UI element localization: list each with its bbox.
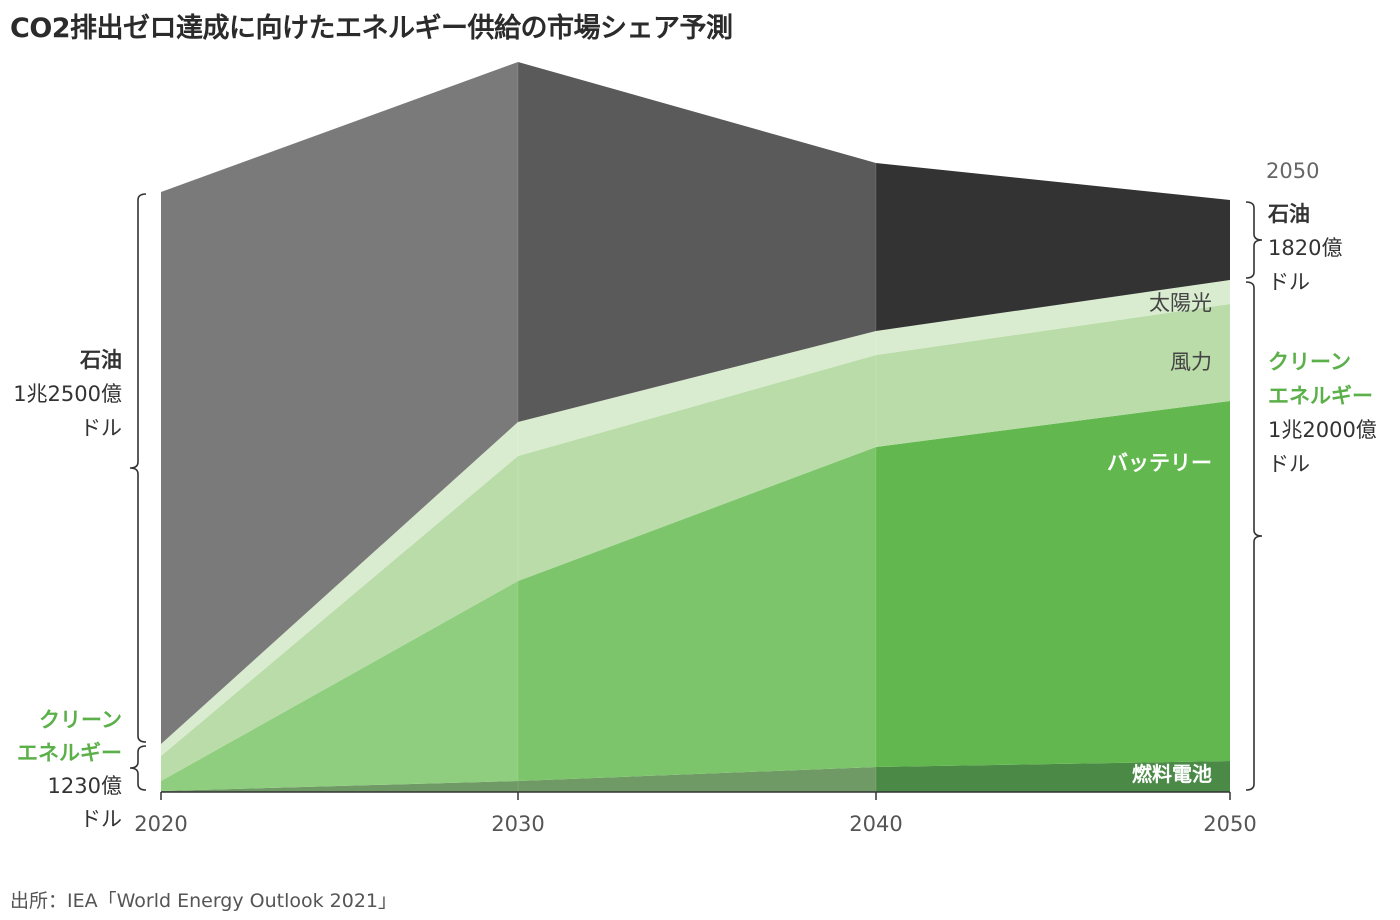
start-clean-unit: ドル (80, 807, 122, 831)
bracket-start-oil (129, 193, 147, 743)
series-label-fuel-cell: 燃料電池 (1132, 762, 1212, 786)
start-oil-value: 1兆2500億 (13, 382, 122, 406)
area-battery-2020-2030 (161, 581, 518, 791)
area-wind-2020-2030 (161, 456, 518, 781)
bracket-end-clean (1245, 281, 1263, 791)
end-clean-name: クリーン エネルギー (1268, 350, 1373, 408)
area-solar-2030-2040 (518, 331, 876, 456)
x-tick-label: 2030 (491, 812, 544, 836)
series-label-wind: 風力 (1170, 350, 1212, 374)
area-solar-2020-2030 (161, 422, 518, 756)
source-note: 出所：IEA「World Energy Outlook 2021」 (10, 890, 398, 912)
area-wind-2030-2040 (518, 355, 876, 581)
start-oil-unit: ドル (80, 416, 122, 440)
bracket-start-clean (129, 745, 147, 791)
end-clean-unit: ドル (1268, 452, 1310, 476)
area-fuel-cell-2030-2040 (518, 767, 876, 792)
start-oil-label: 石油 1兆2500億 ドル (13, 343, 122, 445)
end-oil-name: 石油 (1268, 202, 1310, 226)
end-year-label: 2050 (1266, 159, 1320, 183)
area-battery-2040-2050 (876, 401, 1230, 767)
area-oil-2020-2030 (161, 62, 518, 744)
start-clean-value: 1230億 (47, 774, 122, 798)
chart-title: CO2排出ゼロ達成に向けたエネルギー供給の市場シェア予測 (10, 13, 733, 44)
area-wind-2040-2050 (876, 304, 1230, 447)
area-fuel-cell-2020-2030 (161, 781, 518, 792)
series-label-battery: バッテリー (1107, 451, 1212, 475)
start-clean-label: クリーン エネルギー 1230億 ドル (17, 704, 122, 836)
end-clean-value: 1兆2000億 (1268, 418, 1377, 442)
x-axis: 2020 2030 2040 2050 (134, 791, 1257, 836)
area-fuel-cell-2040-2050 (876, 761, 1230, 792)
bracket-end-oil (1245, 201, 1263, 279)
end-oil-value: 1820億 (1268, 236, 1343, 260)
x-tick-label: 2050 (1203, 812, 1256, 836)
area-solar-2040-2050 (876, 280, 1230, 355)
start-clean-name: クリーン エネルギー (17, 708, 122, 765)
area-battery-2030-2040 (518, 447, 876, 781)
start-oil-name: 石油 (80, 348, 122, 372)
x-tick-label: 2020 (134, 812, 187, 836)
area-oil-2040-2050 (876, 163, 1230, 331)
x-tick-label: 2040 (849, 812, 902, 836)
area-oil-2030-2040 (518, 62, 876, 422)
brackets (129, 193, 1263, 791)
series-label-solar: 太陽光 (1149, 291, 1212, 315)
end-clean-label: クリーン エネルギー 1兆2000億 ドル (1268, 345, 1377, 481)
end-oil-label: 石油 1820億 ドル (1268, 197, 1342, 299)
end-oil-unit: ドル (1268, 270, 1310, 294)
stacked-areas (161, 62, 1230, 792)
